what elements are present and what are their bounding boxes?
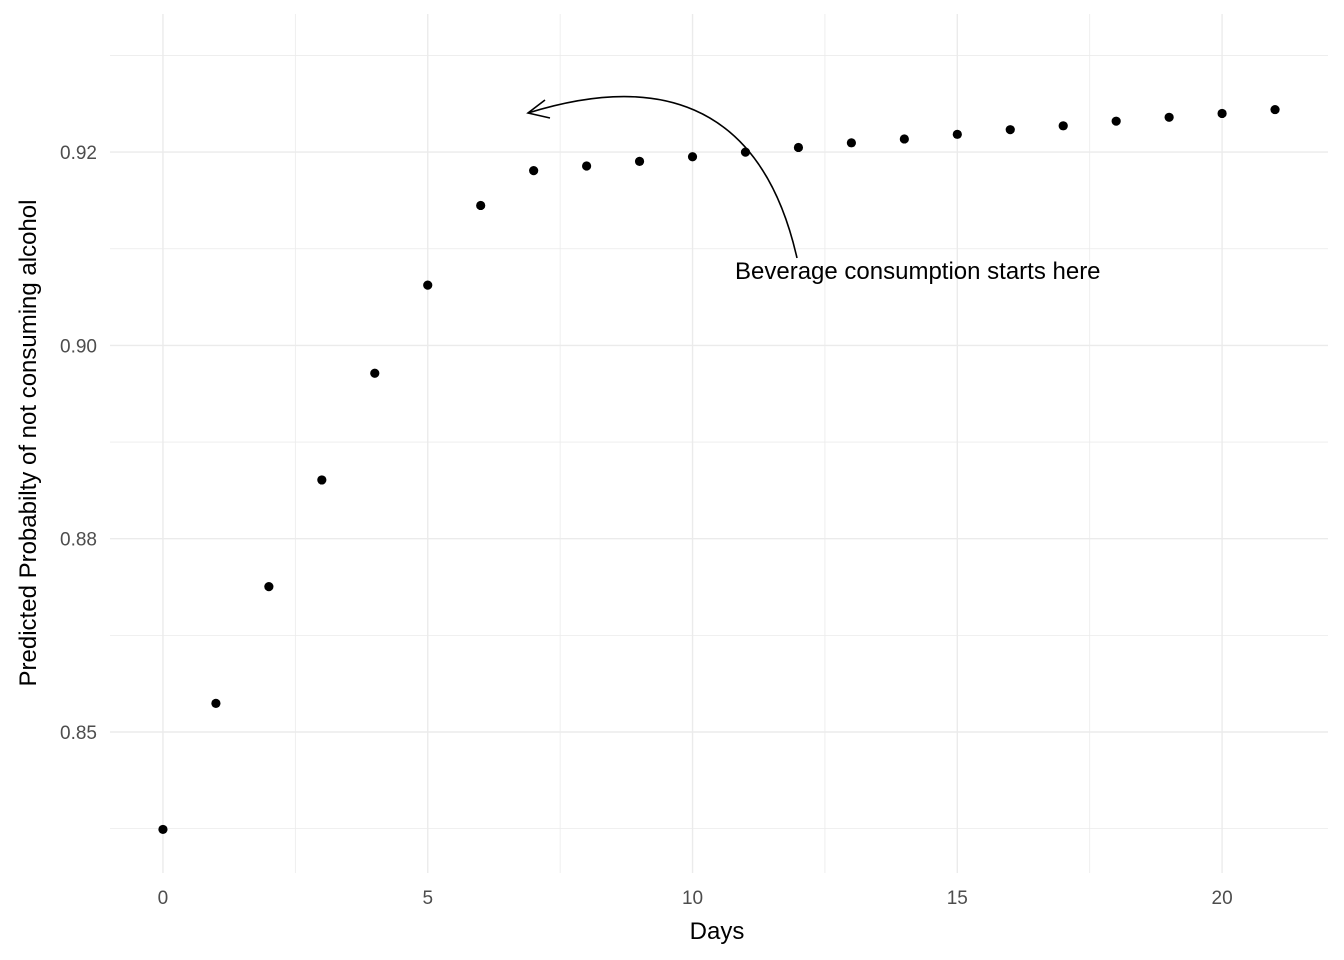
data-point <box>1005 125 1015 135</box>
y-tick-label: 0.90 <box>60 336 97 357</box>
data-point <box>1058 121 1068 131</box>
x-axis-title: Days <box>690 918 745 945</box>
data-point <box>687 152 698 162</box>
data-point <box>899 134 909 144</box>
data-point <box>582 161 592 171</box>
data-point <box>952 129 962 139</box>
y-axis-title: Predicted Probabilty of not consuming al… <box>15 200 42 687</box>
data-point <box>317 475 327 485</box>
data-point <box>211 698 221 708</box>
data-point <box>634 156 645 166</box>
y-tick-label: 0.92 <box>60 143 97 164</box>
data-point <box>846 138 856 148</box>
data-point <box>264 582 274 592</box>
data-point <box>793 142 804 153</box>
grid-minor <box>110 14 1328 873</box>
y-axis-ticks: 0.85 0.88 0.90 0.92 <box>60 143 97 744</box>
annotation-arrowhead <box>526 99 551 119</box>
data-point <box>1164 112 1174 122</box>
grid-major <box>110 14 1328 873</box>
x-axis-ticks: 0 5 10 15 20 <box>158 888 1233 909</box>
data-point <box>1111 116 1121 126</box>
data-point <box>529 166 539 176</box>
x-tick-label: 10 <box>682 888 703 909</box>
data-point <box>423 280 433 290</box>
y-tick-label: 0.85 <box>60 723 97 744</box>
x-tick-label: 5 <box>422 888 433 909</box>
y-tick-label: 0.88 <box>60 530 97 551</box>
x-tick-label: 15 <box>947 888 968 909</box>
data-point <box>476 200 486 211</box>
data-points <box>158 104 1280 835</box>
data-point <box>1217 108 1227 119</box>
annotation-arrow-curve <box>527 95 798 259</box>
data-point <box>1270 104 1280 115</box>
annotation-text: Beverage consumption starts here <box>735 258 1101 285</box>
annotation: Beverage consumption starts here <box>526 95 1101 285</box>
x-tick-label: 0 <box>158 888 169 909</box>
data-point <box>158 824 168 835</box>
data-point <box>370 368 380 378</box>
x-tick-label: 20 <box>1212 888 1233 909</box>
